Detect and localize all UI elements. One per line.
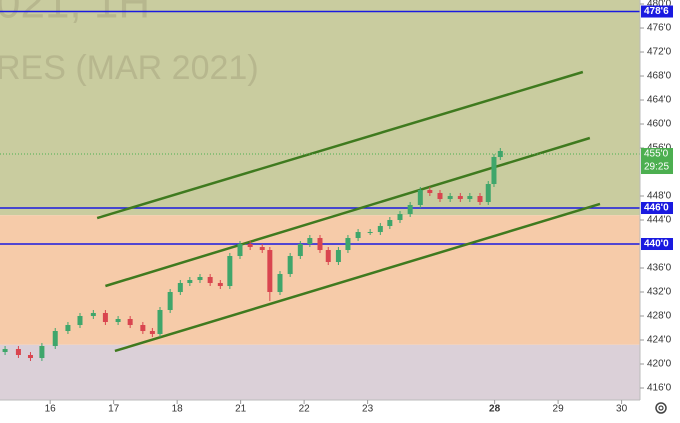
y-tick-label: 444'0 xyxy=(647,215,672,226)
y-tick-label: 448'0 xyxy=(647,191,672,202)
candle-body xyxy=(167,292,173,311)
y-tick-label: 416'0 xyxy=(647,383,672,394)
candle-body xyxy=(477,196,483,203)
candle-body xyxy=(177,283,183,293)
candle-body xyxy=(237,244,243,257)
candle-body xyxy=(397,214,403,221)
level-tag xyxy=(641,202,673,215)
candle-body xyxy=(317,238,323,251)
x-tick-label: 18 xyxy=(172,404,184,415)
level-tag-label: 446'0 xyxy=(644,203,669,214)
candle-body xyxy=(307,238,313,245)
candle-body xyxy=(267,250,273,293)
candle-body xyxy=(65,325,71,332)
candle-body xyxy=(90,313,96,317)
x-tick-label: 29 xyxy=(553,404,565,415)
x-tick-label: 28 xyxy=(489,404,501,415)
candle-body xyxy=(77,316,83,326)
candle-body xyxy=(39,346,45,359)
zone xyxy=(0,0,640,216)
candle-body xyxy=(207,277,213,284)
candle-body xyxy=(102,313,108,323)
candle-body xyxy=(115,319,121,323)
candle-body xyxy=(140,325,146,332)
candle-body xyxy=(187,280,193,284)
x-tick-label: 16 xyxy=(45,404,57,415)
y-tick-label: 464'0 xyxy=(647,95,672,106)
candle-body xyxy=(447,196,453,200)
y-tick-label: 476'0 xyxy=(647,23,672,34)
trendline xyxy=(96,70,584,220)
candle-body xyxy=(467,196,473,200)
zone xyxy=(0,215,640,345)
candle-body xyxy=(345,238,351,251)
y-tick-label: 428'0 xyxy=(647,311,672,322)
candle-body xyxy=(491,157,497,185)
candle-body xyxy=(157,310,163,335)
candle-body xyxy=(287,256,293,275)
candle-body xyxy=(497,151,503,158)
candle-body xyxy=(407,205,413,215)
candle-body xyxy=(227,256,233,287)
x-tick-label: 23 xyxy=(362,404,374,415)
watermark: 021, 1H xyxy=(0,0,150,28)
countdown-label: 29:25 xyxy=(644,162,669,173)
candle-body xyxy=(427,190,433,194)
candle-body xyxy=(247,244,253,248)
plot-area: 021, 1H RES (MAR 2021) xyxy=(0,0,640,400)
x-tick-label: 21 xyxy=(235,404,247,415)
settings-icon[interactable] xyxy=(655,402,667,414)
y-tick-label: 460'0 xyxy=(647,119,672,130)
candle-body xyxy=(485,184,491,203)
candle-body xyxy=(367,232,373,234)
level-tag xyxy=(641,5,673,18)
y-tick-label: 432'0 xyxy=(647,287,672,298)
axes: 416'0 420'0 424'0 428'0 432'0 436'0 444'0 448'0… xyxy=(45,0,673,415)
candle-body xyxy=(127,319,133,326)
time-axis xyxy=(0,400,640,418)
candle-body xyxy=(15,349,21,356)
level-tag-label: 440'0 xyxy=(644,239,669,250)
last-price-tag xyxy=(641,148,673,175)
y-tick-label: 424'0 xyxy=(647,335,672,346)
candle-body xyxy=(335,250,341,263)
candle-body xyxy=(437,193,443,200)
candle-body xyxy=(259,247,265,251)
candle-body xyxy=(52,331,58,347)
candle-body xyxy=(417,190,423,206)
candle-body xyxy=(355,232,361,239)
candle-body xyxy=(27,355,33,359)
candle-body xyxy=(149,331,155,335)
watermark: RES (MAR 2021) xyxy=(0,49,259,87)
level-tag xyxy=(641,238,673,251)
candle-body xyxy=(457,196,463,200)
level-tag-label: 478'6 xyxy=(644,6,669,17)
candle-body xyxy=(297,244,303,257)
candle-body xyxy=(277,274,283,293)
candle-body xyxy=(197,277,203,281)
x-tick-label: 30 xyxy=(616,404,628,415)
y-tick-label: 420'0 xyxy=(647,359,672,370)
x-tick-label: 22 xyxy=(299,404,311,415)
candle-body xyxy=(377,226,383,233)
y-tick-label: 480'0 xyxy=(647,0,672,10)
trendline xyxy=(114,202,601,353)
y-tick-label: 468'0 xyxy=(647,71,672,82)
y-tick-label: 436'0 xyxy=(647,263,672,274)
candle-body xyxy=(2,349,8,353)
trendline xyxy=(105,136,591,288)
zone xyxy=(0,344,640,400)
last-price-label: 455'0 xyxy=(644,149,669,160)
x-tick-label: 17 xyxy=(108,404,120,415)
y-tick-label: 472'0 xyxy=(647,47,672,58)
candle-body xyxy=(325,250,331,263)
candle-body xyxy=(217,283,223,287)
candle-body xyxy=(387,220,393,227)
